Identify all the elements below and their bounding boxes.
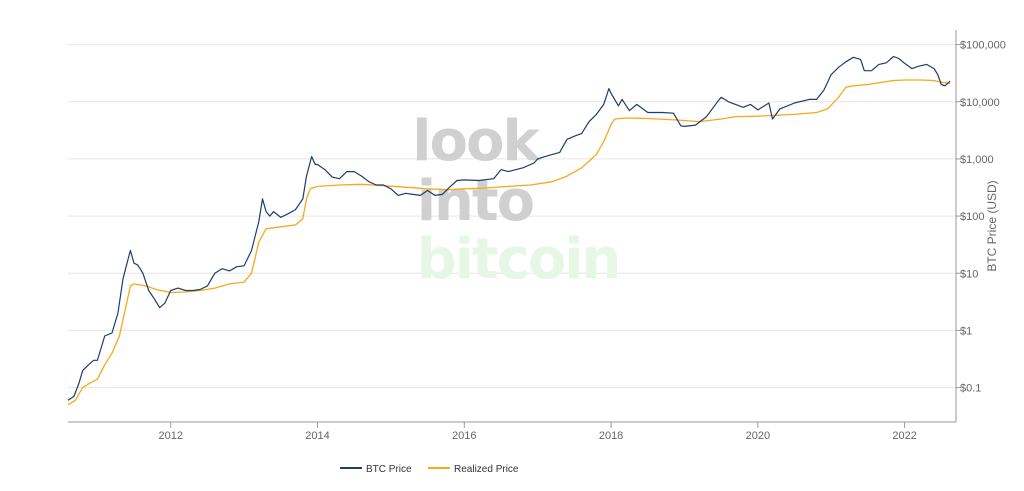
watermark-look: look	[412, 109, 541, 174]
x-tick-label: 2020	[746, 430, 770, 442]
y-tick-label: $10,000	[960, 97, 1000, 109]
legend-label: BTC Price	[366, 464, 412, 475]
x-tick-label: 2018	[599, 430, 623, 442]
x-tick-label: 2022	[892, 430, 916, 442]
watermark-into: into	[417, 169, 534, 234]
y-tick-label: $100,000	[960, 40, 1006, 52]
y-tick-label: $1,000	[960, 154, 994, 166]
y-tick-label: $100	[960, 211, 984, 223]
x-tick-label: 2016	[452, 430, 476, 442]
x-axis-ticks: 2012 2014 2016 2018 2020 2022	[159, 422, 917, 442]
y-tick-label: $1	[960, 325, 972, 337]
legend-item-btc-price[interactable]: BTC Price	[340, 464, 412, 475]
y-tick-label: $10	[960, 268, 978, 280]
y-axis-ticks: $0.1 $1 $10 $100 $1,000 $10,000 $100,000	[956, 40, 1006, 395]
btc-price-line	[67, 55, 951, 401]
watermark-bitcoin: bitcoin	[417, 227, 620, 292]
watermark-logo: look into bitcoin	[412, 109, 621, 292]
y-axis-title: BTC Price (USD)	[985, 180, 999, 271]
legend-label: Realized Price	[454, 464, 519, 475]
x-tick-label: 2012	[159, 430, 183, 442]
y-tick-label: $0.1	[960, 383, 981, 395]
gridlines	[68, 44, 956, 389]
legend[interactable]: BTC Price Realized Price	[340, 464, 519, 475]
series-layer	[67, 55, 951, 406]
x-tick-label: 2014	[305, 430, 329, 442]
legend-item-realized-price[interactable]: Realized Price	[428, 464, 519, 475]
realized-price-line	[67, 79, 951, 406]
